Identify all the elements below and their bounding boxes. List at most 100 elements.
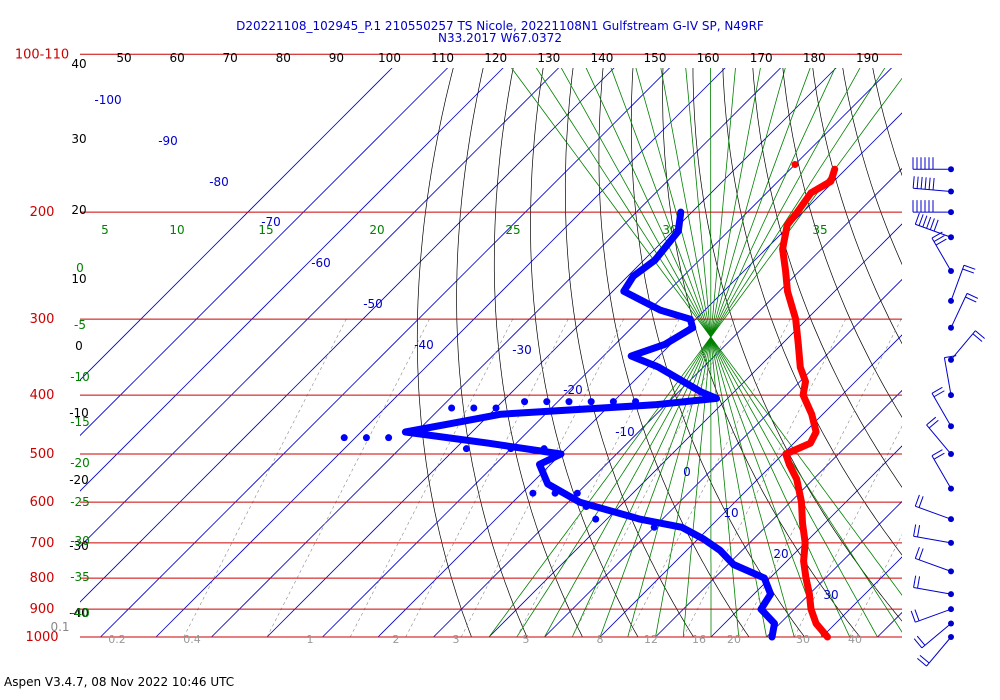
wind-barb-flag	[918, 214, 924, 226]
moist-adiabat-line	[655, 68, 761, 638]
wind-barb	[914, 546, 954, 575]
wind-barb-flag	[913, 575, 917, 588]
wind-barb	[948, 292, 979, 331]
left-scale-label: 10	[71, 272, 86, 286]
mixing-ratio-label: 12	[644, 633, 658, 646]
wind-barb-flag	[917, 576, 921, 589]
mixing-ratio-line	[183, 319, 347, 638]
top-scale-label: 190	[856, 51, 879, 65]
isotherm-line	[80, 68, 615, 603]
isotherm-line	[655, 389, 902, 638]
wind-barb-flag	[933, 452, 945, 460]
wind-barb-flag	[962, 268, 975, 274]
wind-barb-flag	[914, 494, 920, 507]
moist-adiabat-label: 5	[101, 223, 109, 237]
wind-barb-flag	[912, 176, 915, 189]
moist-adiabat-line	[516, 68, 886, 638]
mixing-ratio-label: 3	[453, 633, 460, 646]
moist-scale-label: -5	[74, 318, 86, 332]
wind-barb-flag	[926, 216, 932, 229]
left-scale-label: 40	[71, 57, 86, 71]
top-scale-label: 80	[276, 51, 291, 65]
wind-barb	[917, 634, 954, 667]
wind-barb-shaft	[915, 223, 952, 238]
wind-barb-shaft	[915, 608, 952, 623]
left-scale-label: -30	[69, 539, 89, 553]
wind-barb-flag	[918, 548, 924, 560]
wind-barb-flag	[975, 330, 985, 339]
top-scale-label: 70	[223, 51, 238, 65]
dewpoint-point	[582, 503, 590, 511]
wind-barb	[931, 449, 954, 492]
wind-barb-flag	[963, 264, 976, 270]
moist-adiabat-line	[511, 68, 902, 596]
wind-barb	[913, 620, 954, 649]
moist-scale-label: -10	[70, 370, 90, 384]
isotherm-label: 20	[773, 547, 788, 561]
isotherm-label: -30	[512, 343, 532, 357]
mixing-ratio-label: 16	[692, 633, 706, 646]
wind-barb	[931, 386, 954, 430]
top-scale-label: 130	[537, 51, 560, 65]
wind-barb-flag	[931, 449, 943, 457]
isotherm-line	[989, 54, 1000, 637]
mixing-ratio-label: 1	[307, 633, 314, 646]
top-scale-label: 150	[644, 51, 667, 65]
wind-barb-flag	[914, 212, 920, 225]
isotherm-line	[80, 68, 560, 548]
wind-barb-shaft	[913, 187, 952, 193]
wind-barb-flag	[920, 176, 923, 189]
mixing-ratio-label: 0.4	[183, 633, 201, 646]
left-scale-label: -40	[69, 606, 89, 620]
wind-barb	[913, 524, 954, 546]
moist-adiabat-line	[685, 68, 740, 638]
dewpoint-point	[573, 489, 581, 497]
left-scale-label: 0	[75, 339, 83, 353]
isotherm-line	[266, 68, 837, 638]
left-scale-label: 20	[71, 203, 86, 217]
temperature-point	[791, 161, 799, 169]
wind-barb	[912, 200, 954, 216]
wind-barb-flag	[931, 231, 943, 239]
dewpoint-point	[543, 398, 551, 406]
mixing-ratio-label: 8	[597, 633, 604, 646]
moist-adiabat-label: 10	[169, 223, 184, 237]
title-line-2: N33.2017 W67.0372	[438, 31, 562, 45]
wind-barb	[912, 176, 954, 195]
pressure-label: 600	[30, 495, 55, 510]
dewpoint-point	[470, 404, 478, 412]
wind-barb-shaft	[915, 557, 952, 572]
wind-barb	[931, 231, 954, 275]
dewpoint-point	[609, 398, 617, 406]
isotherm-line	[80, 68, 504, 492]
wind-barb-shaft	[913, 587, 952, 595]
isotherm-label: 30	[823, 588, 838, 602]
dry-adiabat-line	[456, 68, 528, 638]
moist-scale-label: -40	[70, 606, 90, 620]
moist-adiabat-line	[660, 68, 767, 638]
title-line-1: D20221108_102945_P.1 210550257 TS Nicole…	[236, 19, 764, 33]
wind-barb-flag	[931, 386, 943, 394]
wind-barb-shaft	[950, 265, 965, 302]
dry-adiabat-line	[959, 54, 1000, 637]
pressure-label: 400	[30, 388, 55, 403]
dry-adiabat-line	[662, 68, 861, 638]
wind-barb-flag	[965, 296, 977, 303]
moist-adiabat-line	[585, 68, 851, 638]
top-scale-label: 180	[803, 51, 826, 65]
wind-barb-shaft	[931, 237, 952, 272]
moist-scale-label: -25	[70, 495, 90, 509]
isotherm-label: 0	[683, 465, 691, 479]
chart-title: D20221108_102945_P.1 210550257 TS Nicole…	[0, 20, 1000, 44]
bottom-scale-label: 0.1	[50, 620, 69, 634]
mixing-ratio-label: 40	[848, 633, 862, 646]
dry-adiabat-line	[782, 68, 902, 418]
wind-barb-shaft	[921, 623, 952, 649]
mixing-ratio-label: 2	[393, 633, 400, 646]
wind-barb-flag	[916, 176, 919, 189]
isotherm-label: -20	[563, 383, 583, 397]
isotherm-label: -60	[311, 256, 331, 270]
wind-barb-flag	[933, 235, 945, 243]
wind-barb-flag	[933, 219, 939, 232]
wind-barb-flag	[917, 525, 921, 538]
